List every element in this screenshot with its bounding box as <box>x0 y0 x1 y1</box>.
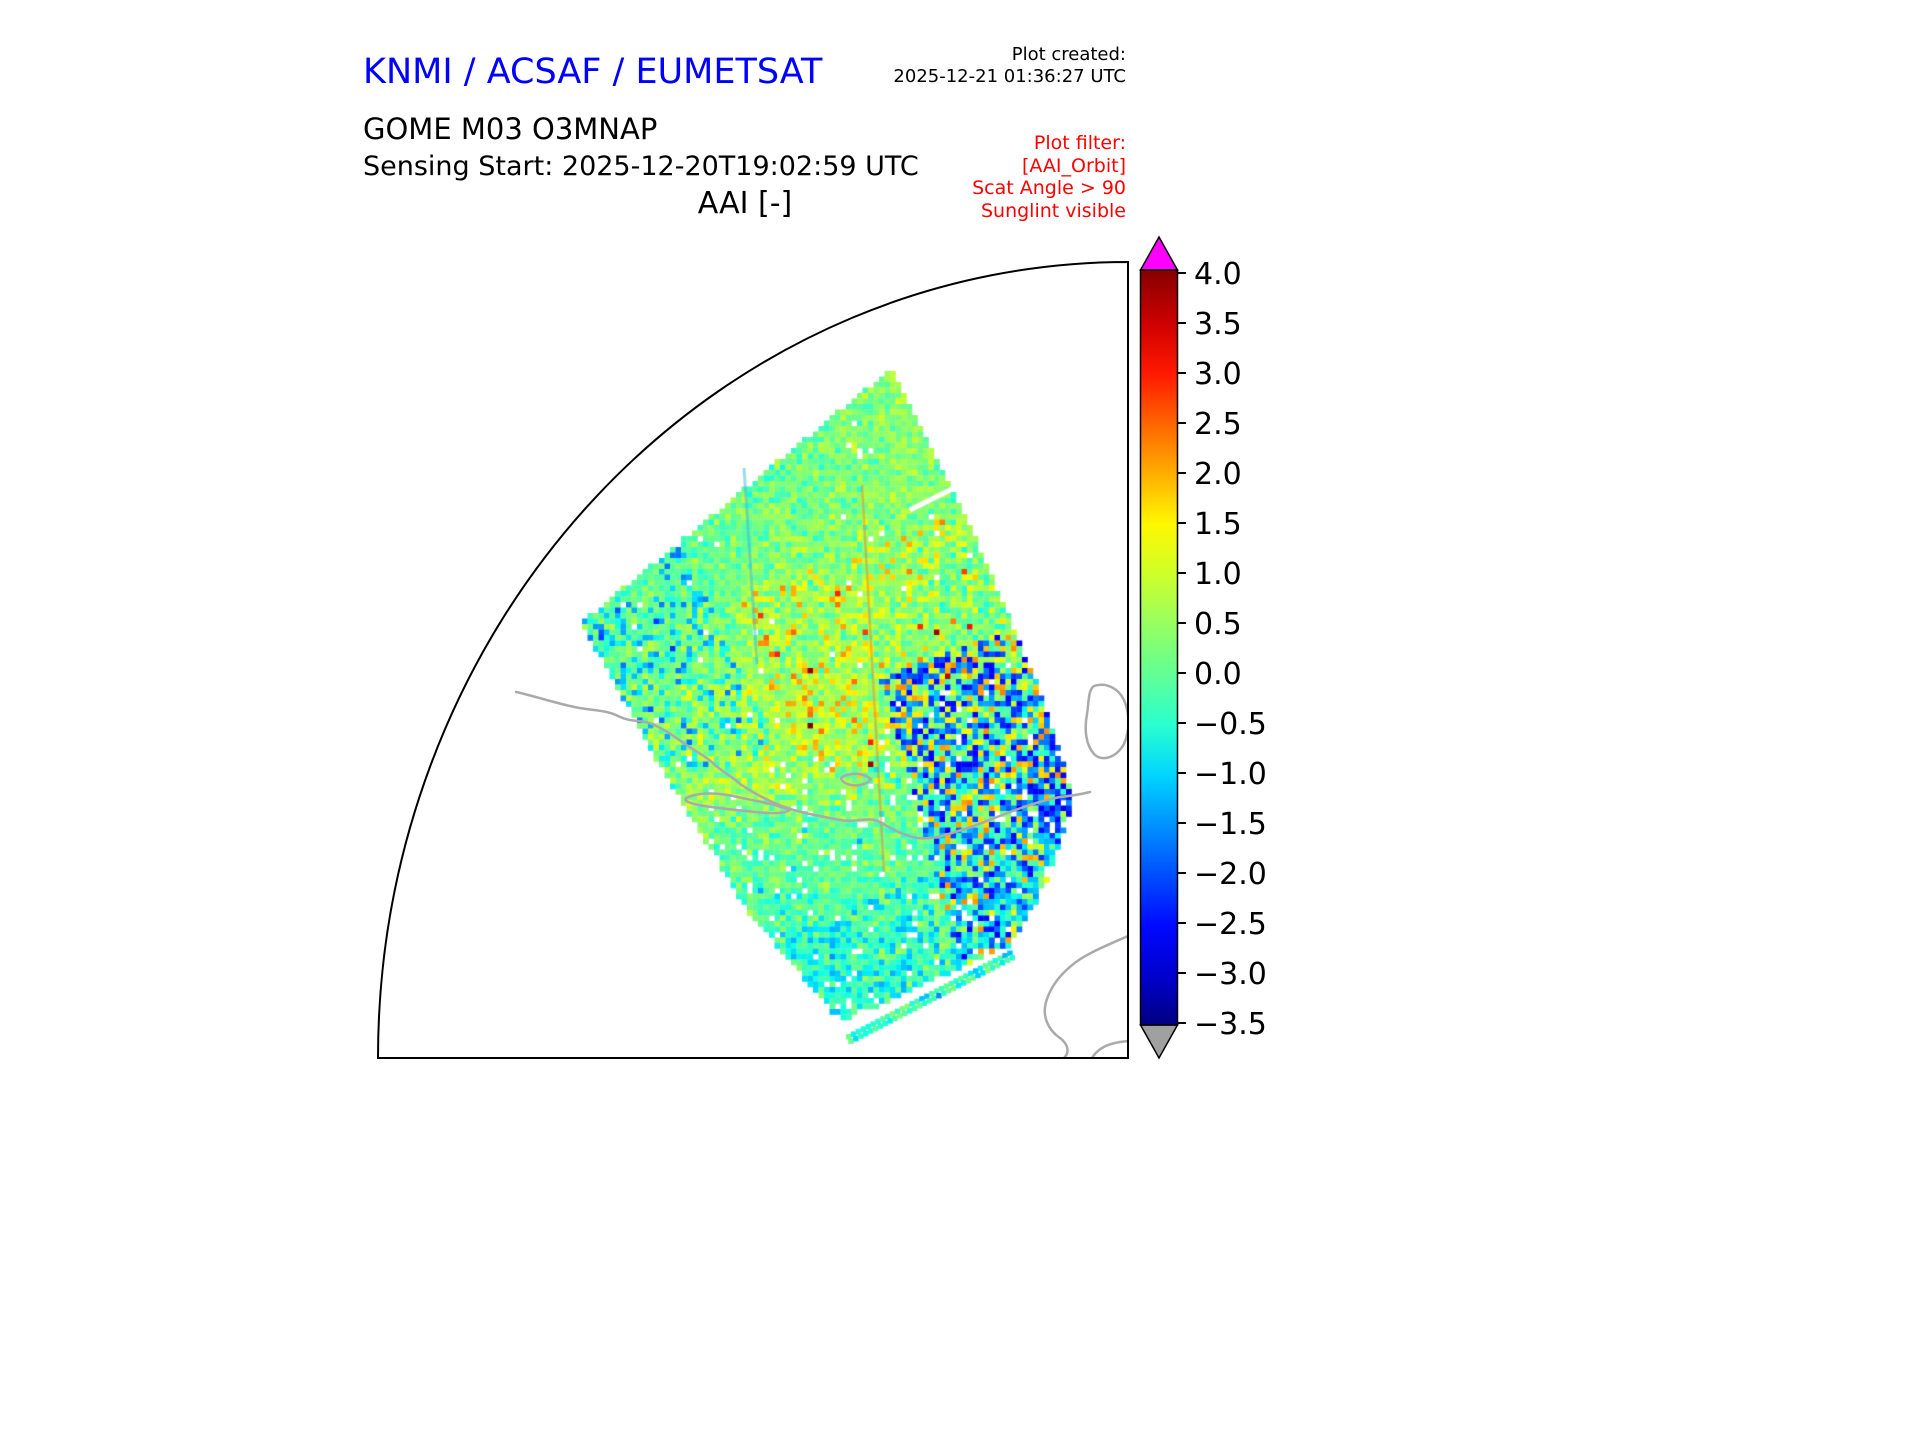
colorbar-tick-label: −3.0 <box>1194 957 1267 992</box>
colorbar-over-arrow <box>1139 235 1179 271</box>
colorbar-tick-label: 0.5 <box>1194 607 1242 642</box>
colorbar-ticks: 4.0 3.5 3.0 2.5 2.0 1.5 1.0 0.5 0.0 −0.5 −1.0 −1.5 −… <box>1177 257 1267 1042</box>
coastline <box>1084 683 1128 760</box>
colorbar-tick-label: −3.5 <box>1194 1007 1267 1042</box>
coastline <box>684 792 792 815</box>
colorbar-tick-label: 1.0 <box>1194 557 1242 592</box>
coastline <box>1090 1039 1128 1058</box>
colorbar-tick-label: −0.5 <box>1194 707 1267 742</box>
coastlines-group <box>514 683 1128 1058</box>
colorbar-tick-label: −2.5 <box>1194 907 1267 942</box>
coastline <box>1043 934 1128 1058</box>
colorbar-under-arrow <box>1139 1024 1179 1060</box>
colorbar-tick-label: −1.5 <box>1194 807 1267 842</box>
colorbar-tick-label: −1.0 <box>1194 757 1267 792</box>
colorbar-gradient-bar <box>1139 269 1179 1026</box>
colorbar-tick-label: 3.5 <box>1194 307 1242 342</box>
colorbar-tick-label: 2.5 <box>1194 407 1242 442</box>
coastline <box>839 772 873 787</box>
colorbar-tick-label: −2.0 <box>1194 857 1267 892</box>
colorbar-tick-label: 0.0 <box>1194 657 1242 692</box>
colorbar-tick-label: 3.0 <box>1194 357 1242 392</box>
colorbar-tick-label: 2.0 <box>1194 457 1242 492</box>
plot-boundary <box>376 260 1129 1059</box>
colorbar-tick-label: 4.0 <box>1194 257 1242 292</box>
colorbar-tick-label: 1.5 <box>1194 507 1242 542</box>
